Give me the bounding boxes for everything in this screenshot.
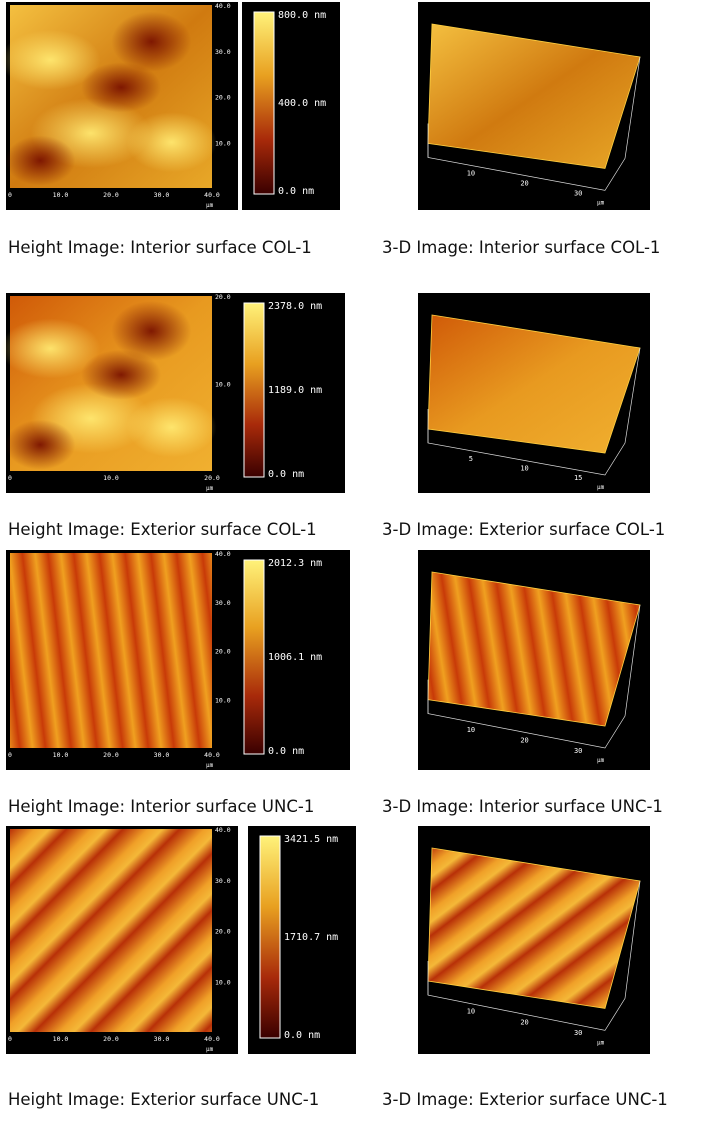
three-d-unit: µm — [597, 757, 605, 764]
y-tick-label: 20.0 — [215, 94, 231, 102]
three-d-caption: 3-D Image: Interior surface COL-1 — [382, 238, 660, 257]
colorbar-label: 0.0 nm — [268, 469, 304, 480]
three-d-unit: µm — [597, 199, 605, 206]
three-d-unit: µm — [597, 1039, 605, 1046]
y-tick-label: 10.0 — [215, 381, 231, 389]
unit-label: µm — [206, 202, 214, 209]
colorbar-label: 1006.1 nm — [268, 652, 322, 663]
colorbar-label: 3421.5 nm — [284, 834, 338, 845]
x-tick-label: 0 — [8, 191, 12, 199]
x-tick-label: 20.0 — [103, 751, 119, 759]
x-tick-label: 30.0 — [154, 191, 170, 199]
x-tick-label: 30.0 — [154, 1035, 170, 1043]
x-tick-label: 30.0 — [154, 751, 170, 759]
height-image — [10, 829, 212, 1032]
height-image — [10, 553, 212, 748]
colorbar-label: 1710.7 nm — [284, 932, 338, 943]
colorbar-label: 2012.3 nm — [268, 558, 322, 569]
colorbar-label: 0.0 nm — [268, 746, 304, 757]
height-caption: Height Image: Exterior surface COL-1 — [8, 520, 317, 539]
texture — [81, 62, 162, 113]
colorbar-label: 0.0 nm — [284, 1030, 320, 1041]
colorbar-label: 2378.0 nm — [268, 301, 322, 312]
three-d-tick-label: 30 — [574, 189, 582, 197]
three-d-unit: µm — [597, 484, 605, 491]
x-tick-label: 10.0 — [103, 474, 119, 482]
colorbar-label: 400.0 nm — [278, 98, 326, 109]
y-tick-label: 10.0 — [215, 139, 231, 147]
y-tick-label: 30.0 — [215, 877, 231, 885]
three-d-tick-label: 5 — [469, 455, 473, 463]
x-tick-label: 10.0 — [53, 191, 69, 199]
three-d-caption: 3-D Image: Exterior surface UNC-1 — [382, 1090, 668, 1109]
colorbar — [259, 835, 281, 1039]
x-tick-label: 20.0 — [204, 474, 220, 482]
texture — [111, 301, 192, 361]
texture — [5, 135, 76, 186]
y-tick-label: 20.0 — [215, 648, 231, 656]
texture — [81, 349, 162, 400]
three-d-tick-label: 20 — [520, 1018, 528, 1026]
three-d-surface — [427, 314, 641, 454]
x-tick-label: 0 — [8, 751, 12, 759]
three-d-caption: 3-D Image: Exterior surface COL-1 — [382, 520, 665, 539]
x-tick-label: 0 — [8, 474, 12, 482]
x-tick-label: 0 — [8, 1035, 12, 1043]
y-tick-label: 40.0 — [215, 2, 231, 10]
x-tick-label: 40.0 — [204, 191, 220, 199]
x-tick-label: 40.0 — [204, 1035, 220, 1043]
three-d-tick-label: 10 — [520, 464, 528, 472]
colorbar-label: 800.0 nm — [278, 10, 326, 21]
texture — [5, 419, 76, 470]
texture — [111, 11, 192, 72]
three-d-surface — [427, 571, 641, 727]
x-tick-label: 40.0 — [204, 751, 220, 759]
three-d-caption: 3-D Image: Interior surface UNC-1 — [382, 797, 663, 816]
x-tick-label: 20.0 — [103, 191, 119, 199]
y-tick-label: 20.0 — [215, 293, 231, 301]
unit-label: µm — [206, 1046, 214, 1053]
y-tick-label: 20.0 — [215, 928, 231, 936]
colorbar-label: 1189.0 nm — [268, 385, 322, 396]
y-tick-label: 40.0 — [215, 550, 231, 558]
three-d-surface — [427, 847, 641, 1009]
texture — [126, 397, 217, 458]
y-tick-label: 10.0 — [215, 978, 231, 986]
x-tick-label: 10.0 — [53, 751, 69, 759]
y-tick-label: 40.0 — [215, 826, 231, 834]
height-caption: Height Image: Interior surface UNC-1 — [8, 797, 314, 816]
three-d-tick-label: 20 — [520, 736, 528, 744]
three-d-tick-label: 15 — [574, 474, 582, 482]
y-tick-label: 30.0 — [215, 48, 231, 56]
texture — [0, 29, 101, 90]
three-d-tick-label: 30 — [574, 1029, 582, 1037]
x-tick-label: 20.0 — [103, 1035, 119, 1043]
three-d-tick-label: 10 — [467, 1008, 475, 1016]
x-tick-label: 10.0 — [53, 1035, 69, 1043]
colorbar — [243, 559, 265, 755]
texture — [126, 112, 217, 173]
height-caption: Height Image: Interior surface COL-1 — [8, 238, 312, 257]
height-caption: Height Image: Exterior surface UNC-1 — [8, 1090, 319, 1109]
three-d-tick-label: 10 — [467, 169, 475, 177]
y-tick-label: 10.0 — [215, 696, 231, 704]
three-d-surface — [427, 23, 641, 169]
unit-label: µm — [206, 762, 214, 769]
three-d-tick-label: 20 — [520, 179, 528, 187]
three-d-tick-label: 10 — [467, 726, 475, 734]
colorbar — [253, 11, 275, 195]
texture — [0, 318, 101, 379]
colorbar-label: 0.0 nm — [278, 186, 314, 197]
colorbar — [243, 302, 265, 478]
three-d-tick-label: 30 — [574, 747, 582, 755]
unit-label: µm — [206, 485, 214, 492]
y-tick-label: 30.0 — [215, 599, 231, 607]
